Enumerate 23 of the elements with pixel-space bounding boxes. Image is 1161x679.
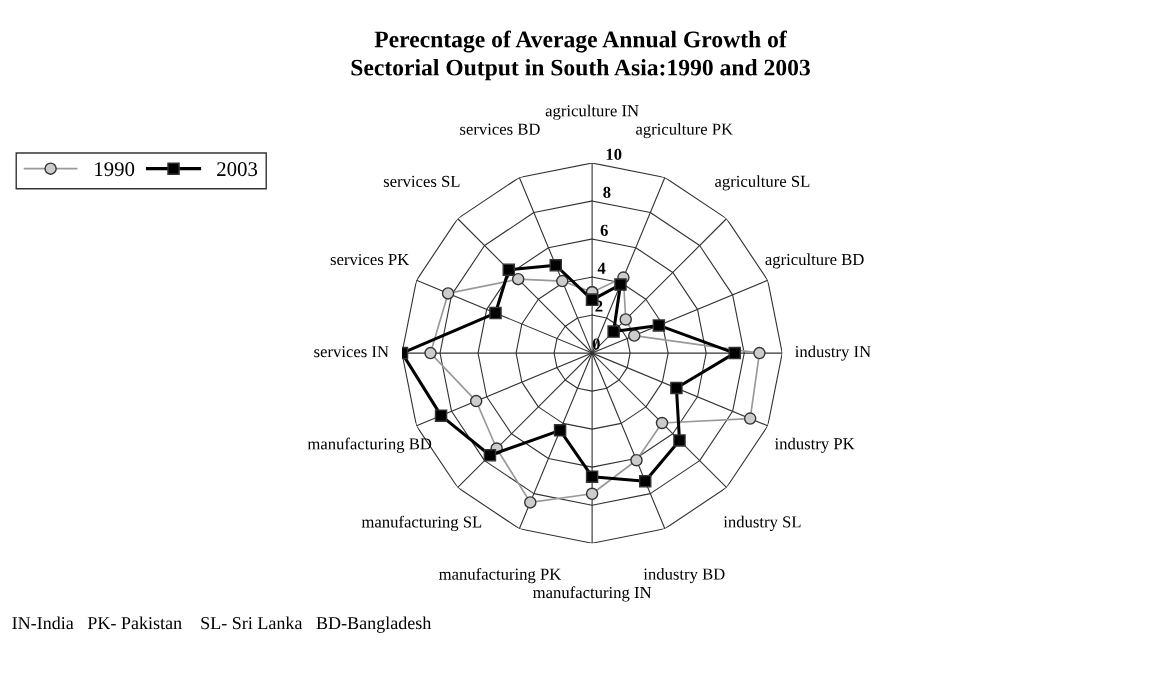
- spoke-label: industry PK: [774, 437, 855, 453]
- spoke-label: services IN: [314, 346, 389, 358]
- spoke-label: services SL: [383, 175, 460, 187]
- spoke-label: agriculture PK: [636, 123, 733, 139]
- y-tick-label: 4: [597, 262, 606, 274]
- spoke-label: services BD: [460, 123, 540, 135]
- y-tick-label: 6: [600, 224, 608, 236]
- spoke-label: industry BD: [643, 567, 725, 584]
- y-tick-label: 8: [603, 186, 611, 198]
- spoke-label: industry SL: [723, 515, 801, 531]
- y-tick-label: 10: [606, 148, 622, 161]
- spoke-label: agriculture BD: [765, 253, 864, 269]
- text: IN-India PK- Pakistan SL- Sri Lanka BD-Bangladesh: [12, 616, 432, 633]
- legend-label: 1990: [95, 162, 135, 177]
- chart-title: Perecntage of Average Annual Growth of Sectorial Output in South Asia:1990 and 2003: [351, 30, 810, 81]
- spoke-label: manufacturing IN: [532, 586, 652, 602]
- spoke-label: agriculture IN: [545, 104, 639, 120]
- spoke-label: services PK: [330, 253, 410, 266]
- spoke-label: agriculture SL: [715, 175, 810, 191]
- spoke-label: industry IN: [795, 345, 871, 361]
- spoke-label: manufacturing PK: [438, 567, 562, 584]
- legend-label: 2003: [217, 162, 258, 177]
- spoke-label: manufacturing SL: [361, 515, 482, 532]
